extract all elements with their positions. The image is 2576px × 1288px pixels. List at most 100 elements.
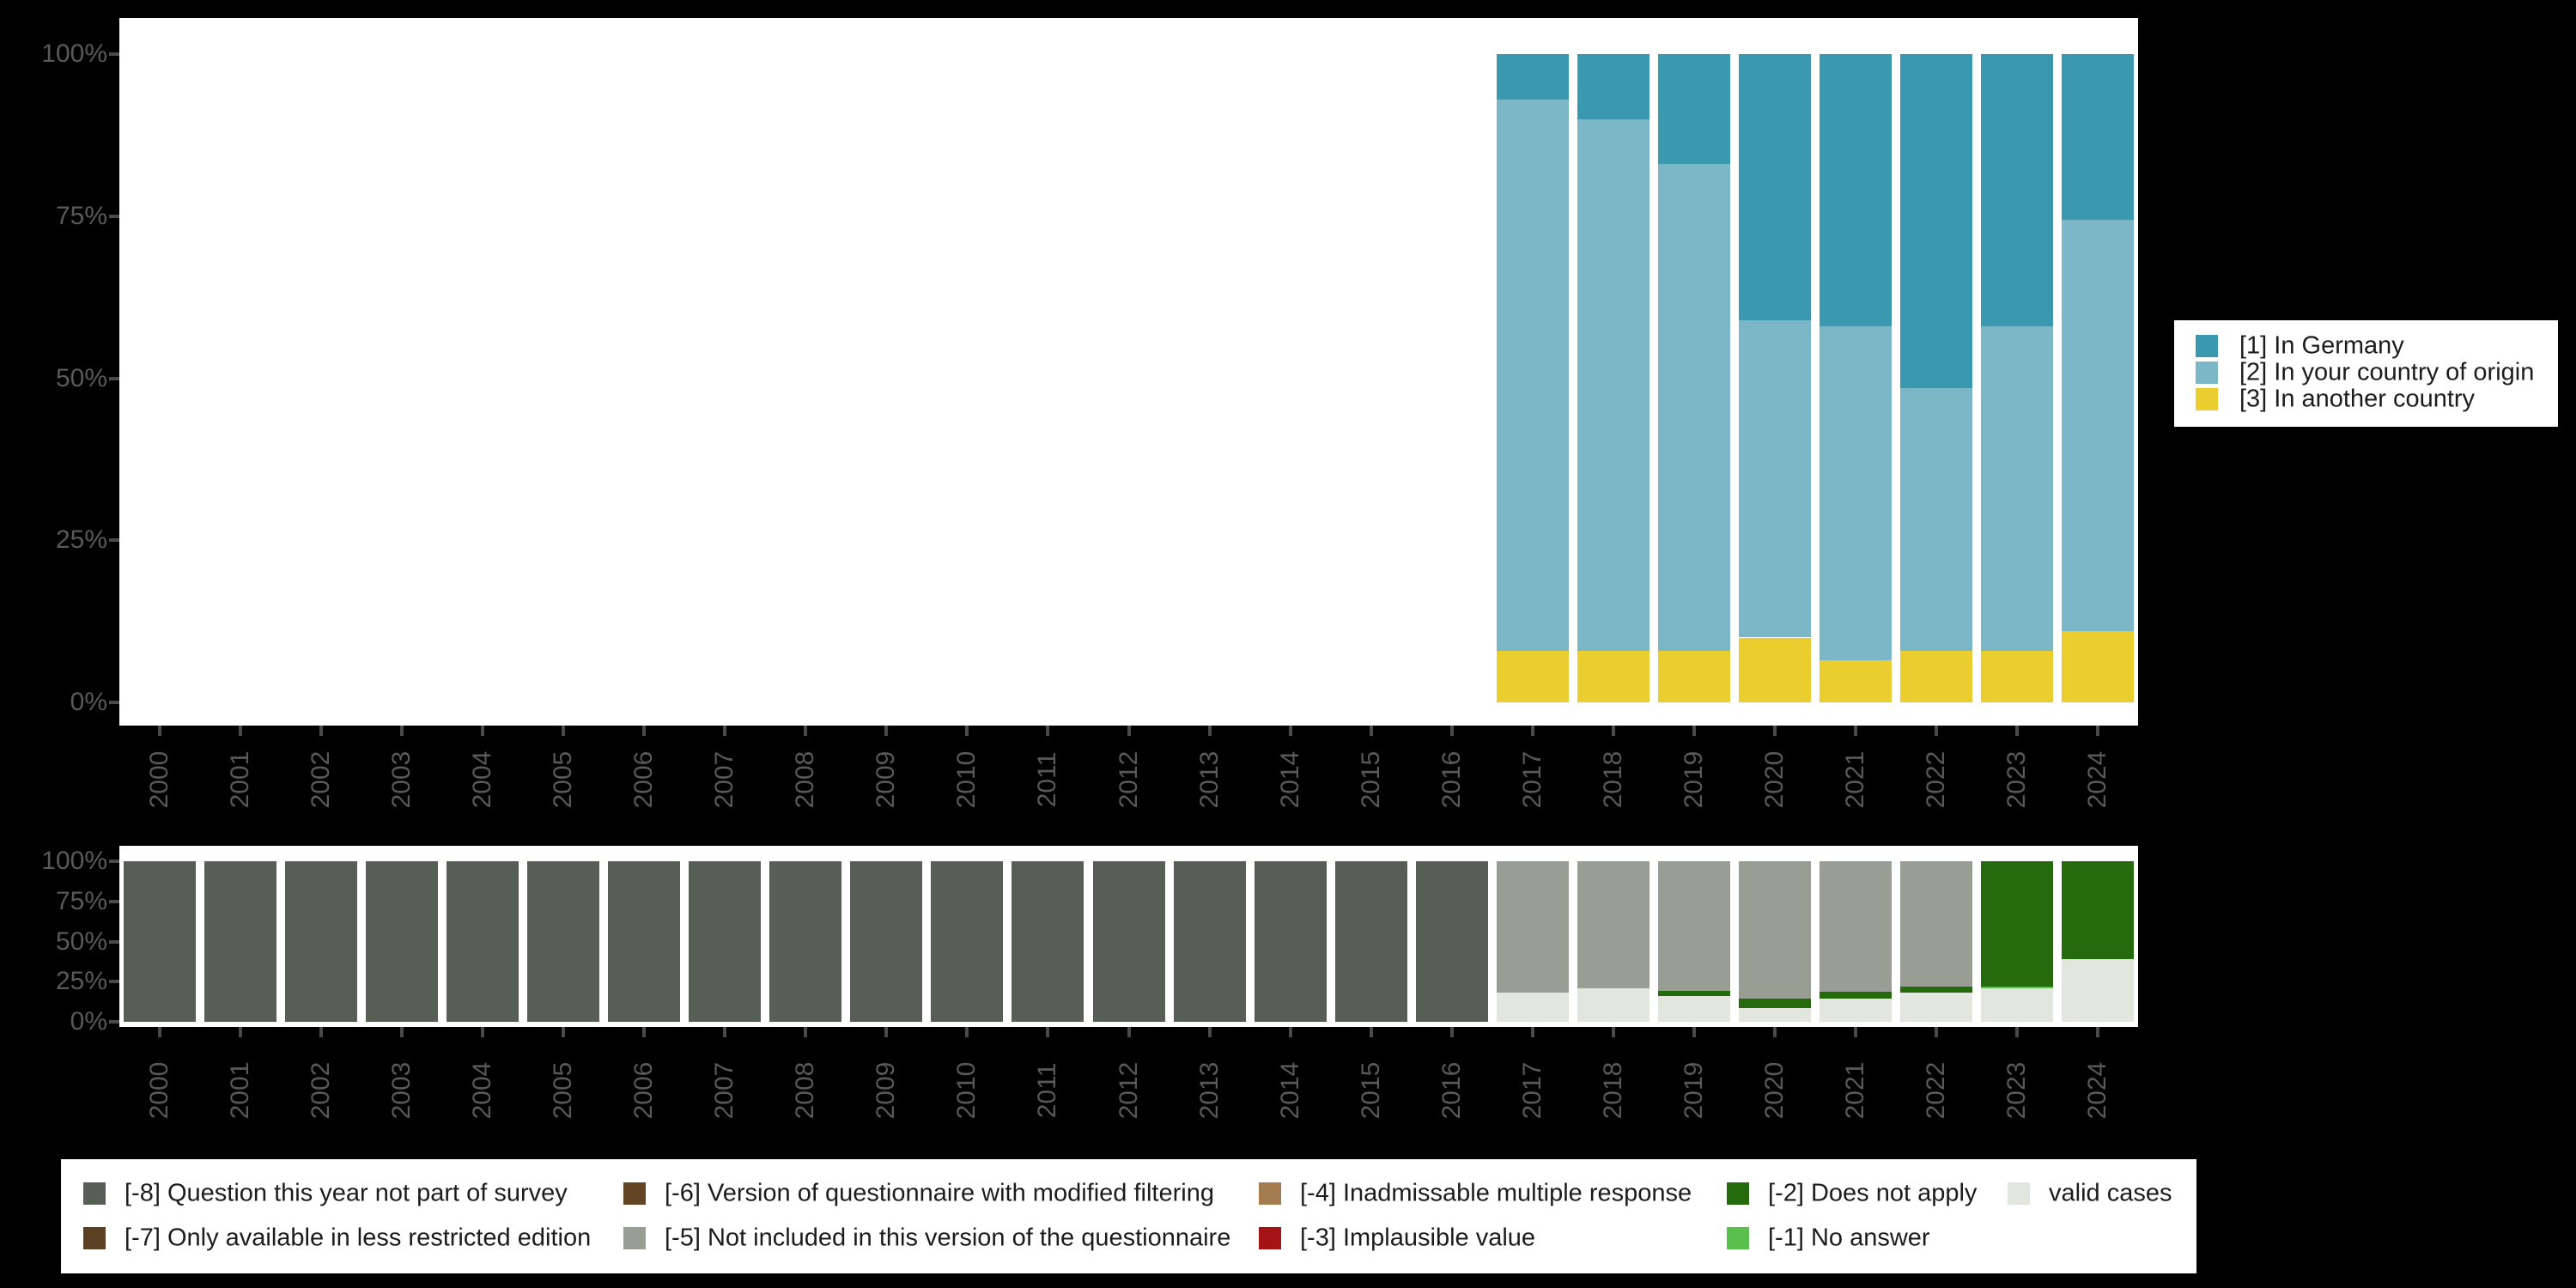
y-axis-tick [109, 701, 119, 704]
x-axis-tick [1288, 726, 1292, 736]
x-axis-tick [1449, 726, 1454, 736]
bar-segment [285, 861, 358, 1022]
x-tick-label: 2010 [952, 1061, 981, 1120]
x-axis-tick [642, 726, 647, 736]
bar-segment [608, 861, 681, 1022]
x-tick-label: 2015 [1356, 750, 1385, 809]
legend-swatch [2008, 1182, 2030, 1205]
bar-segment [1577, 650, 1649, 702]
bar-segment [1980, 986, 2053, 988]
x-axis-tick [2095, 1027, 2099, 1037]
x-tick-label: 2012 [1114, 1061, 1143, 1120]
x-tick-label: 2020 [1759, 1061, 1789, 1120]
bar-segment [1819, 54, 1892, 327]
x-tick-label: 2004 [468, 1061, 497, 1120]
x-tick-label: 2016 [1437, 1061, 1466, 1120]
x-tick-label: 2000 [145, 750, 174, 809]
bar-segment [1415, 861, 1488, 1022]
bar-segment [1092, 861, 1165, 1022]
x-tick-label: 2019 [1679, 1061, 1708, 1120]
x-tick-label: 2016 [1437, 750, 1466, 809]
x-tick-label: 2011 [1033, 1062, 1062, 1119]
x-axis-tick [1046, 1027, 1050, 1037]
y-tick-label: 50% [55, 927, 107, 956]
bar-segment [527, 861, 600, 1022]
x-axis-tick [1853, 726, 1857, 736]
bar-segment [447, 861, 519, 1022]
bar-segment [1496, 861, 1569, 993]
x-tick-label: 2024 [2082, 750, 2111, 809]
bar-segment [1496, 650, 1569, 702]
legend-label: [-7] Only available in less restricted e… [125, 1224, 592, 1252]
bar-segment [1980, 54, 2053, 327]
bar-segment [1980, 861, 2053, 987]
x-tick-label: 2007 [710, 750, 739, 809]
legend-swatch [2196, 388, 2218, 410]
x-axis-tick [2095, 726, 2099, 736]
x-tick-label: 2024 [2082, 1061, 2111, 1120]
bar-segment [1899, 986, 1972, 993]
x-tick-label: 2015 [1356, 1061, 1385, 1120]
x-axis-tick [1127, 726, 1131, 736]
x-tick-label: 2005 [549, 750, 578, 809]
bar-segment [1899, 861, 1972, 987]
x-axis-tick [804, 726, 808, 736]
y-tick-label: 25% [55, 526, 107, 555]
x-axis-tick [1207, 726, 1212, 736]
bar-segment [1657, 991, 1730, 997]
x-axis-tick [804, 1027, 808, 1037]
missings-legend [61, 1159, 2196, 1273]
bar-segment [1738, 54, 1811, 320]
bar-segment [1496, 54, 1569, 100]
legend-label: [3] In another country [2239, 385, 2476, 413]
x-axis-tick [239, 1027, 243, 1037]
legend-swatch [1727, 1182, 1749, 1205]
x-tick-label: 2020 [1759, 750, 1789, 809]
bar-segment [1577, 118, 1649, 651]
x-axis-tick [1449, 1027, 1454, 1037]
x-axis-tick [1288, 1027, 1292, 1037]
x-axis-tick [723, 726, 727, 736]
x-tick-label: 2013 [1194, 750, 1224, 809]
y-tick-label: 75% [55, 201, 107, 230]
bar-segment [1334, 861, 1407, 1022]
x-tick-label: 2001 [226, 1061, 255, 1120]
bar-segment [1012, 861, 1084, 1022]
x-axis-tick [884, 1027, 889, 1037]
y-axis-tick [109, 1020, 119, 1024]
x-tick-label: 2023 [2002, 1061, 2031, 1120]
legend-swatch [1727, 1227, 1749, 1249]
bar-segment [1657, 650, 1730, 702]
x-tick-label: 2008 [791, 1061, 820, 1120]
bar-segment [1819, 326, 1892, 660]
x-tick-label: 2010 [952, 750, 981, 809]
bar-segment [1980, 987, 2053, 1022]
legend-swatch [83, 1182, 106, 1205]
bar-segment [1819, 998, 1892, 1022]
x-tick-label: 2003 [387, 750, 416, 809]
bar-segment [1819, 659, 1892, 702]
bar-segment [204, 861, 277, 1022]
x-axis-tick [2014, 1027, 2019, 1037]
x-axis-tick [1530, 726, 1534, 736]
bar-segment [1657, 54, 1730, 165]
bar-segment [2061, 219, 2134, 631]
bar-segment [931, 861, 1004, 1022]
bar-segment [850, 861, 923, 1022]
x-axis-tick [723, 1027, 727, 1037]
x-axis-tick [1692, 726, 1696, 736]
bar-segment [1657, 164, 1730, 651]
legend-label: [-3] Implausible value [1300, 1224, 1536, 1252]
x-tick-label: 2023 [2002, 750, 2031, 809]
x-tick-label: 2009 [872, 1061, 901, 1120]
x-tick-label: 2022 [1921, 750, 1950, 809]
x-axis-tick [158, 1027, 162, 1037]
x-axis-tick [400, 1027, 404, 1037]
bar-segment [1738, 319, 1811, 638]
bar-segment [366, 861, 439, 1022]
x-axis-tick [1934, 726, 1938, 736]
x-axis-tick [1127, 1027, 1131, 1037]
bar-segment [2061, 861, 2134, 960]
bar-segment [1899, 993, 1972, 1022]
bar-segment [1980, 326, 2053, 651]
